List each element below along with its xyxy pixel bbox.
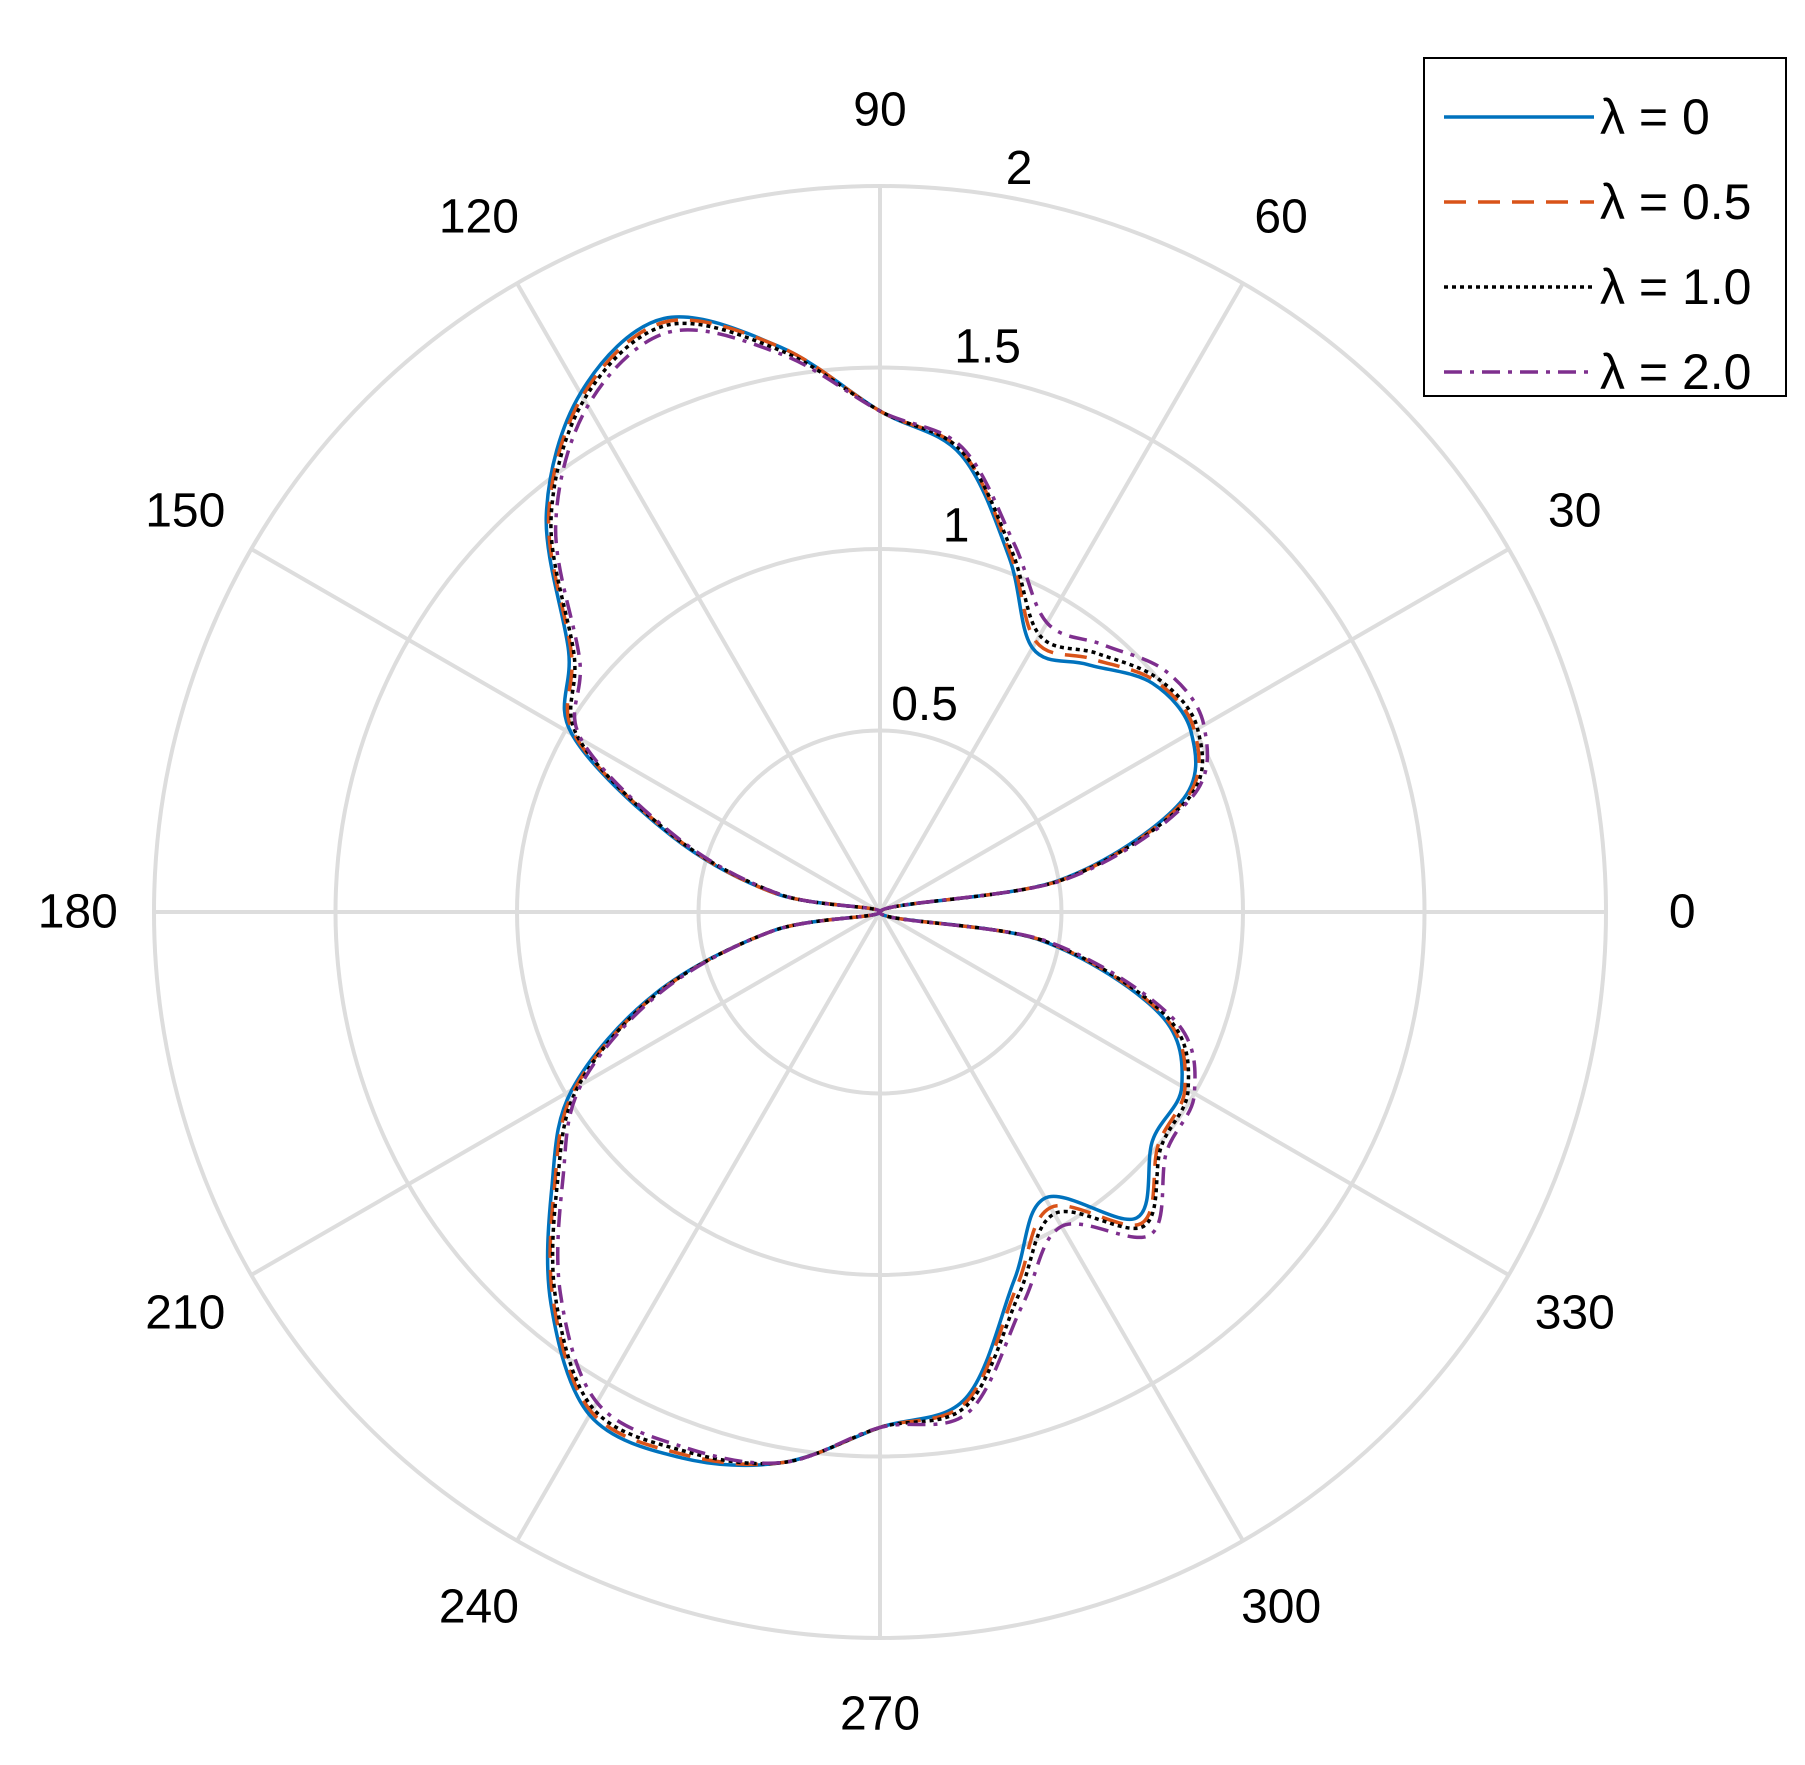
r-tick-label: 0.5 bbox=[891, 678, 958, 731]
legend-label-1: λ = 0.5 bbox=[1600, 174, 1752, 230]
grid-spoke-1 bbox=[879, 547, 1510, 914]
series-line-1 bbox=[546, 318, 1201, 1467]
theta-tick-label: 240 bbox=[439, 1580, 519, 1633]
r-tick-labels: 0.5 1 1.5 2 bbox=[891, 142, 1032, 731]
legend-label-3: λ = 2.0 bbox=[1600, 344, 1752, 400]
theta-tick-label: 90 bbox=[853, 83, 906, 136]
theta-tick-label: 300 bbox=[1241, 1580, 1321, 1633]
theta-tick-label: 30 bbox=[1548, 484, 1601, 537]
r-tick-label: 1.5 bbox=[954, 321, 1021, 374]
theta-tick-label: 270 bbox=[840, 1688, 920, 1741]
theta-tick-label: 180 bbox=[38, 886, 118, 939]
series-line-2 bbox=[549, 321, 1205, 1466]
legend-label-0: λ = 0 bbox=[1600, 89, 1710, 145]
theta-tick-label: 60 bbox=[1254, 191, 1307, 244]
grid-spoke-2 bbox=[878, 282, 1245, 914]
grid-spoke-4 bbox=[515, 282, 882, 914]
r-tick-label: 2 bbox=[1006, 142, 1033, 195]
legend-box bbox=[1423, 57, 1787, 397]
theta-tick-labels: 0 30 60 90 120 150 180 210 240 270 300 330 bbox=[38, 83, 1696, 1740]
theta-tick-label: 120 bbox=[439, 191, 519, 244]
polar-grid bbox=[152, 184, 1608, 1640]
series-lines bbox=[544, 315, 1210, 1468]
grid-spoke-7 bbox=[250, 910, 882, 1277]
theta-tick-label: 330 bbox=[1535, 1287, 1615, 1340]
legend: λ = 0 λ = 0.5 λ = 1.0 λ = 2.0 bbox=[1423, 57, 1787, 400]
legend-label-2: λ = 1.0 bbox=[1600, 259, 1752, 315]
series-line-3 bbox=[553, 328, 1210, 1466]
grid-spoke-11 bbox=[879, 910, 1510, 1277]
grid-spoke-8 bbox=[515, 911, 882, 1542]
theta-tick-label: 210 bbox=[145, 1287, 225, 1340]
theta-tick-label: 0 bbox=[1669, 886, 1696, 939]
theta-tick-label: 150 bbox=[145, 484, 225, 537]
grid-spoke-5 bbox=[250, 547, 882, 914]
r-tick-label: 1 bbox=[943, 499, 970, 552]
